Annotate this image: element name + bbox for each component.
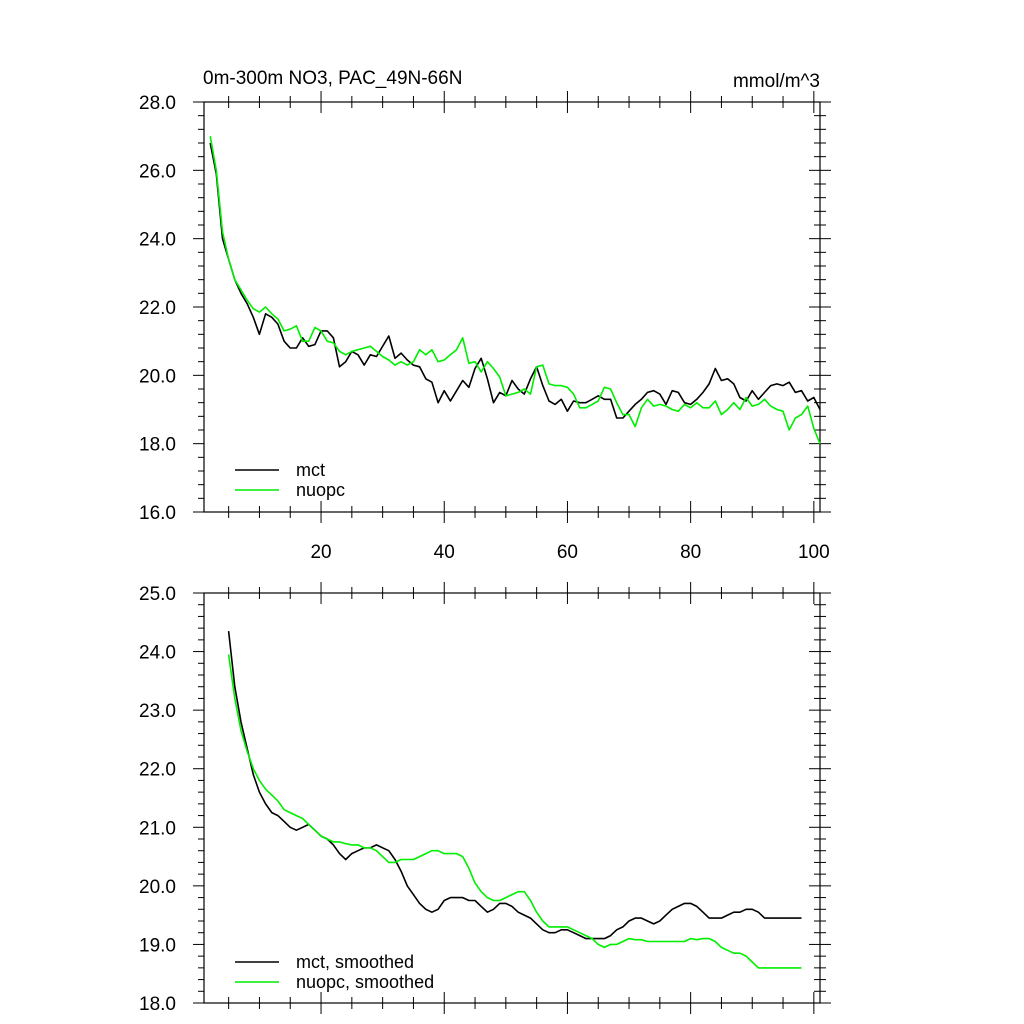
- y-tick-label: 25.0: [139, 584, 176, 605]
- y-tick-label: 21.0: [139, 818, 176, 839]
- series-lines: [209, 136, 821, 444]
- y-tick-label: 18.0: [139, 994, 176, 1015]
- y-tick-label: 24.0: [139, 643, 176, 664]
- panel-bottom: 18.0 19.0 20.0 21.0 22.0 23.0 24.0 25.0 mct, sm…: [139, 582, 831, 1015]
- y-tick-label: 22.0: [139, 760, 176, 781]
- x-tick-label: 20: [310, 542, 331, 563]
- series-line: [209, 136, 821, 444]
- chart-title: 0m-300m NO3, PAC_49N-66N: [203, 68, 462, 89]
- x-tick-label: 80: [680, 542, 701, 563]
- y-tick-label: 20.0: [139, 877, 176, 898]
- x-tick-labels: 20 40 60 80 100: [310, 542, 829, 563]
- plot-frame: [203, 592, 821, 1004]
- legend-label: mct: [296, 460, 325, 480]
- y-tick-labels: 16.0 18.0 20.0 22.0 24.0 26.0 28.0: [139, 93, 176, 524]
- y-tick-label: 18.0: [139, 435, 176, 456]
- panel-top: 0m-300m NO3, PAC_49N-66N mmol/m^3 16.0 18…: [139, 68, 831, 563]
- legend-label: mct, smoothed: [296, 952, 414, 972]
- legend-label: nuopc: [296, 480, 345, 500]
- legend-label: nuopc, smoothed: [296, 972, 434, 992]
- x-tick-label: 40: [434, 542, 455, 563]
- series-line: [227, 654, 802, 969]
- y-tick-label: 16.0: [139, 503, 176, 524]
- plot-frame: [203, 101, 821, 513]
- y-tick-label: 23.0: [139, 701, 176, 722]
- y-tick-label: 20.0: [139, 366, 176, 387]
- y-tick-label: 28.0: [139, 93, 176, 114]
- y-tick-label: 22.0: [139, 298, 176, 319]
- series-lines: [227, 631, 802, 969]
- tick-marks: [193, 91, 831, 523]
- x-tick-label: 100: [798, 542, 830, 563]
- y-tick-labels: 18.0 19.0 20.0 21.0 22.0 23.0 24.0 25.0: [139, 584, 176, 1015]
- series-line: [209, 142, 821, 419]
- x-tick-label: 60: [557, 542, 578, 563]
- y-tick-label: 19.0: [139, 935, 176, 956]
- y-tick-label: 26.0: [139, 161, 176, 182]
- tick-marks: [193, 582, 831, 1014]
- y-tick-label: 24.0: [139, 230, 176, 251]
- units-label: mmol/m^3: [733, 71, 820, 92]
